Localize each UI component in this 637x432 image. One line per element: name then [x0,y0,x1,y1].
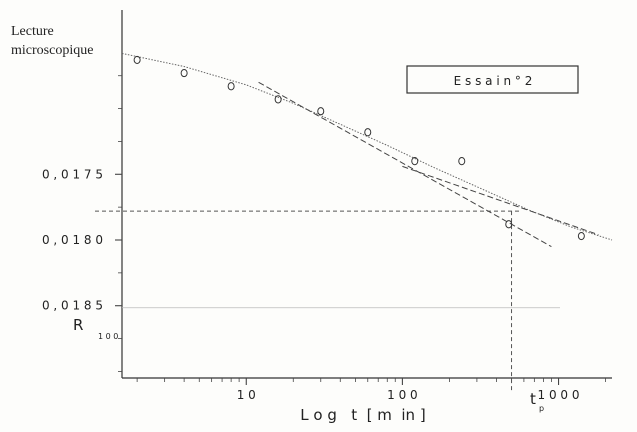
data-point [180,68,188,78]
data-point [458,157,466,166]
legend-box [406,65,579,94]
y-axis-label-line1: Lecture [11,24,54,39]
x-tick-label: 1 0 [237,388,256,402]
data-point [133,55,141,65]
axes: 1 0 1 0 0 1 0 0 0 0 , 0 1 7 5 0 , 0 1 8 0 0 ,… [42,10,612,402]
x-axis-label: L o g t [ m in ] [300,406,425,424]
y-tick-label: 0 , 0 1 8 5 [42,299,103,313]
tp-label: t [530,390,536,408]
data-point [411,157,419,166]
consolidation-tangent [258,81,552,248]
tp-subscript: p [539,404,544,413]
data-point [317,107,325,116]
data-point [364,128,372,137]
data-point [274,95,282,104]
labels: Lecture microscopique E s s a i n ° 2 L … [11,24,579,424]
fit-curves [121,52,613,248]
y-tick-label: 0 , 0 1 7 5 [42,167,103,181]
x-tick-label: 1 0 0 0 [538,388,580,402]
data-point [505,220,513,229]
r100-label: R [73,316,83,334]
fit-curve [121,52,613,241]
x-tick-label: 1 0 0 [387,388,418,402]
reference-lines [95,210,560,392]
secondary-tangent [402,165,599,236]
y-axis-label-line2: microscopique [11,43,93,58]
legend-text: E s s a i n ° 2 [454,74,533,88]
data-points [133,55,585,241]
r100-subscript: 1 0 0 [98,332,118,341]
y-tick-label: 0 , 0 1 8 0 [42,233,103,247]
data-point [577,231,585,241]
data-point [227,82,235,91]
